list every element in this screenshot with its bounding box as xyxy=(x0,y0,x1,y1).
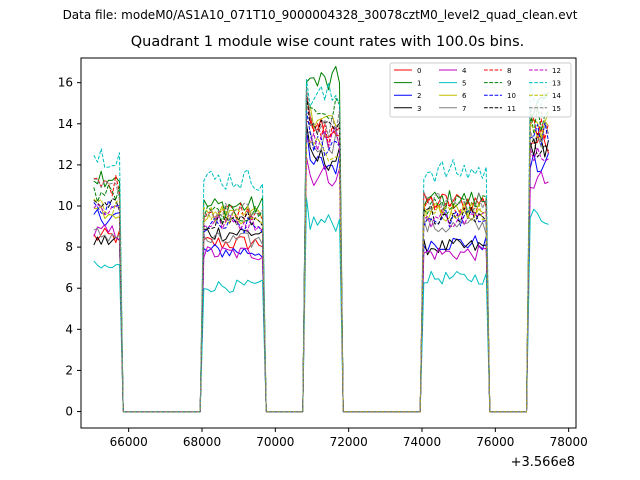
y-axis: 0 2 4 6 8 10 12 14 16 xyxy=(58,76,81,419)
y-tick-label: 6 xyxy=(65,281,73,295)
series-line-9 xyxy=(93,97,549,413)
x-tick-label: 78000 xyxy=(550,435,588,449)
legend-label-15: 15 xyxy=(552,105,561,113)
y-tick-label: 14 xyxy=(58,117,73,131)
series-line-0 xyxy=(93,93,549,413)
x-axis: 66000 68000 70000 72000 74000 76000 78000 xyxy=(110,428,588,449)
legend-label-10: 10 xyxy=(507,92,516,100)
y-tick-label: 0 xyxy=(65,405,73,419)
x-tick-label: 72000 xyxy=(330,435,368,449)
series-line-3 xyxy=(93,123,549,413)
y-tick-label: 16 xyxy=(58,76,73,90)
y-tick-label: 10 xyxy=(58,199,73,213)
legend-label-0: 0 xyxy=(417,67,421,75)
legend-label-5: 5 xyxy=(462,80,466,88)
x-offset-label: +3.566e8 xyxy=(511,455,575,470)
series-line-11 xyxy=(93,95,549,413)
legend-label-7: 7 xyxy=(462,105,466,113)
y-tick-label: 8 xyxy=(65,240,73,254)
series-line-1 xyxy=(93,65,549,413)
legend-label-12: 12 xyxy=(552,67,561,75)
series-layer xyxy=(93,65,549,413)
x-tick-label: 66000 xyxy=(110,435,148,449)
series-line-7 xyxy=(93,120,549,413)
legend-label-11: 11 xyxy=(507,105,516,113)
series-line-15 xyxy=(93,87,549,413)
legend-label-8: 8 xyxy=(507,67,511,75)
x-tick-label: 70000 xyxy=(256,435,294,449)
legend-label-13: 13 xyxy=(552,80,561,88)
series-line-13 xyxy=(93,79,549,413)
x-tick-label: 68000 xyxy=(183,435,221,449)
y-tick-label: 2 xyxy=(65,363,73,377)
series-line-12 xyxy=(93,126,549,413)
series-line-5 xyxy=(93,197,549,413)
y-tick-label: 12 xyxy=(58,158,73,172)
legend-label-9: 9 xyxy=(507,80,511,88)
legend-label-2: 2 xyxy=(417,92,421,100)
legend-label-3: 3 xyxy=(417,105,421,113)
legend-label-14: 14 xyxy=(552,92,561,100)
legend-box xyxy=(389,62,572,118)
legend-label-1: 1 xyxy=(417,80,421,88)
plot-frame xyxy=(80,57,577,429)
legend-label-4: 4 xyxy=(462,67,467,75)
series-line-8 xyxy=(93,117,549,413)
series-line-14 xyxy=(93,119,549,413)
legend-label-6: 6 xyxy=(462,92,467,100)
data-file-label: Data file: modeM0/AS1A10_071T10_90000043… xyxy=(62,8,578,22)
y-tick-label: 4 xyxy=(65,322,73,336)
x-tick-label: 74000 xyxy=(403,435,441,449)
chart-title: Quadrant 1 module wise count rates with … xyxy=(130,34,525,50)
x-tick-label: 76000 xyxy=(476,435,514,449)
series-line-10 xyxy=(93,110,549,413)
